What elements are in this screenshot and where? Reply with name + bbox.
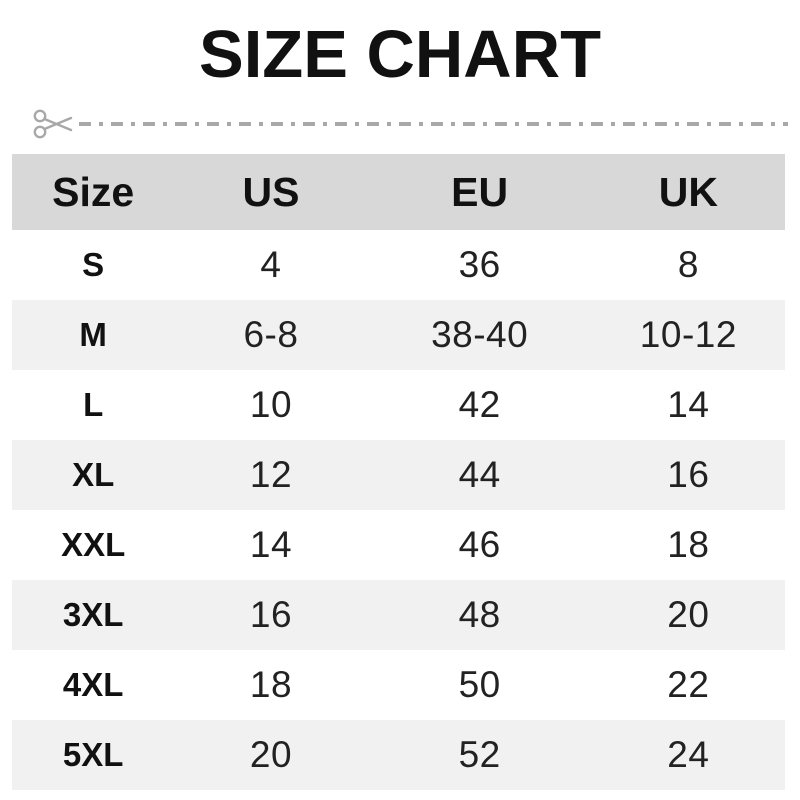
size-cell: M	[79, 316, 107, 354]
uk-cell: 18	[667, 524, 710, 566]
us-cell: 18	[249, 664, 293, 706]
size-cell: XXL	[61, 526, 126, 564]
table-row: M 6-8 38-40 10-12	[12, 300, 785, 371]
uk-cell: 20	[667, 594, 710, 636]
size-cell: 3XL	[62, 596, 124, 634]
table-row: S 4 36 8	[12, 230, 785, 301]
size-cell: 4XL	[62, 666, 124, 704]
size-cell: XL	[72, 456, 115, 494]
size-cell: S	[82, 246, 105, 284]
eu-cell: 42	[458, 384, 501, 426]
us-cell: 12	[249, 454, 293, 496]
eu-cell: 52	[458, 734, 501, 776]
size-cell: L	[83, 386, 104, 424]
column-header-uk: UK	[658, 168, 718, 215]
size-cell: 5XL	[62, 736, 124, 774]
us-cell: 10	[249, 384, 293, 426]
column-header-us: US	[242, 168, 300, 215]
table-header-row: Size US EU UK	[12, 154, 785, 231]
uk-cell: 14	[667, 384, 710, 426]
cut-line	[32, 103, 788, 145]
table-row: 5XL 20 52 24	[12, 720, 785, 791]
column-header-eu: EU	[451, 168, 509, 215]
table-row: 3XL 16 48 20	[12, 580, 785, 651]
uk-cell: 10-12	[639, 314, 737, 356]
scissors-icon	[33, 109, 73, 139]
column-header-size: Size	[52, 168, 135, 215]
us-cell: 6-8	[243, 314, 299, 356]
table-row: 4XL 18 50 22	[12, 650, 785, 721]
table-row: XL 12 44 16	[12, 440, 785, 511]
size-chart-table: Size US EU UK S 4 36 8 M 6-8 38-40 10-12…	[12, 154, 785, 791]
page-title: SIZE CHART	[199, 17, 601, 92]
uk-cell: 8	[677, 244, 699, 286]
eu-cell: 36	[458, 244, 501, 286]
uk-cell: 24	[667, 734, 710, 776]
us-cell: 14	[249, 524, 293, 566]
uk-cell: 22	[667, 664, 710, 706]
eu-cell: 46	[458, 524, 501, 566]
eu-cell: 48	[458, 594, 501, 636]
us-cell: 4	[260, 244, 282, 286]
us-cell: 20	[249, 734, 293, 776]
eu-cell: 50	[458, 664, 501, 706]
dash-dot-line	[79, 122, 788, 127]
us-cell: 16	[249, 594, 293, 636]
uk-cell: 16	[667, 454, 710, 496]
table-row: L 10 42 14	[12, 370, 785, 441]
table-row: XXL 14 46 18	[12, 510, 785, 581]
eu-cell: 38-40	[431, 314, 529, 356]
eu-cell: 44	[458, 454, 501, 496]
